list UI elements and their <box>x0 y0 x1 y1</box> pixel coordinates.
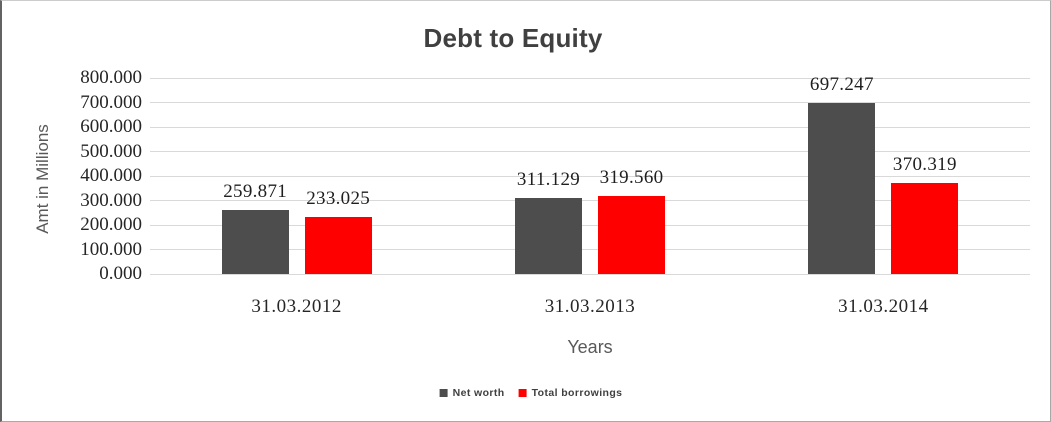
bar-value-label-total-borrowings-31-03-2013: 319.560 <box>599 166 664 188</box>
bar-total-borrowings-31-03-2012 <box>304 216 372 274</box>
bar-net-worth-31-03-2013 <box>515 197 582 274</box>
bar-value-label-net-worth-31-03-2012: 259.871 <box>223 181 288 203</box>
y-axis-tick-label: 400.000 <box>80 165 142 186</box>
x-axis-title: Years <box>567 337 613 357</box>
bar-total-borrowings-31-03-2013 <box>598 195 665 274</box>
bar-value-label-total-borrowings-31-03-2014: 370.319 <box>892 154 957 176</box>
gridline <box>150 126 1030 128</box>
y-axis-tick-label: 200.000 <box>80 214 142 235</box>
gridline <box>150 224 1030 226</box>
chart-title: Debt to Equity <box>423 23 603 53</box>
legend-label-net-worth: Net worth <box>452 387 505 399</box>
bar-total-borrowings-31-03-2014 <box>891 183 959 274</box>
x-axis-tick-label-31-03-2012: 31.03.2012 <box>251 296 342 317</box>
gridline <box>150 175 1030 177</box>
bar-value-label-net-worth-31-03-2013: 311.129 <box>516 168 581 190</box>
bar-net-worth-31-03-2014 <box>808 103 876 274</box>
y-axis-tick-label: 600.000 <box>80 116 142 137</box>
gridline <box>150 249 1030 250</box>
y-axis-tick-label: 100.000 <box>80 238 142 260</box>
legend: Net worth Total borrowings <box>439 387 623 399</box>
legend-item-net-worth: Net worth <box>439 387 505 399</box>
y-axis-tick-label: 300.000 <box>80 189 142 211</box>
gridline <box>150 200 1030 201</box>
legend-item-total-borrowings: Total borrowings <box>518 387 623 399</box>
y-axis-tick-label: 800.000 <box>80 67 142 88</box>
legend-label-total-borrowings: Total borrowings <box>531 387 623 399</box>
bar-net-worth-31-03-2012 <box>221 210 289 274</box>
gridline <box>150 102 1030 103</box>
gridline <box>150 77 1030 79</box>
gridline <box>150 273 1030 275</box>
legend-marker-net-worth <box>439 389 448 397</box>
plot-area <box>150 77 1030 275</box>
y-axis-tick-label: 700.000 <box>80 91 142 113</box>
gridline <box>150 151 1030 152</box>
bar-value-label-total-borrowings-31-03-2012: 233.025 <box>306 187 371 209</box>
legend-marker-total-borrowings <box>518 389 527 397</box>
x-axis-tick-label-31-03-2013: 31.03.2013 <box>544 296 636 317</box>
y-axis-tick-label: 0.000 <box>99 263 142 284</box>
bar-value-label-net-worth-31-03-2014: 697.247 <box>809 74 874 96</box>
y-axis-tick-label: 500.000 <box>80 140 142 162</box>
x-axis-tick-label-31-03-2014: 31.03.2014 <box>838 296 929 317</box>
